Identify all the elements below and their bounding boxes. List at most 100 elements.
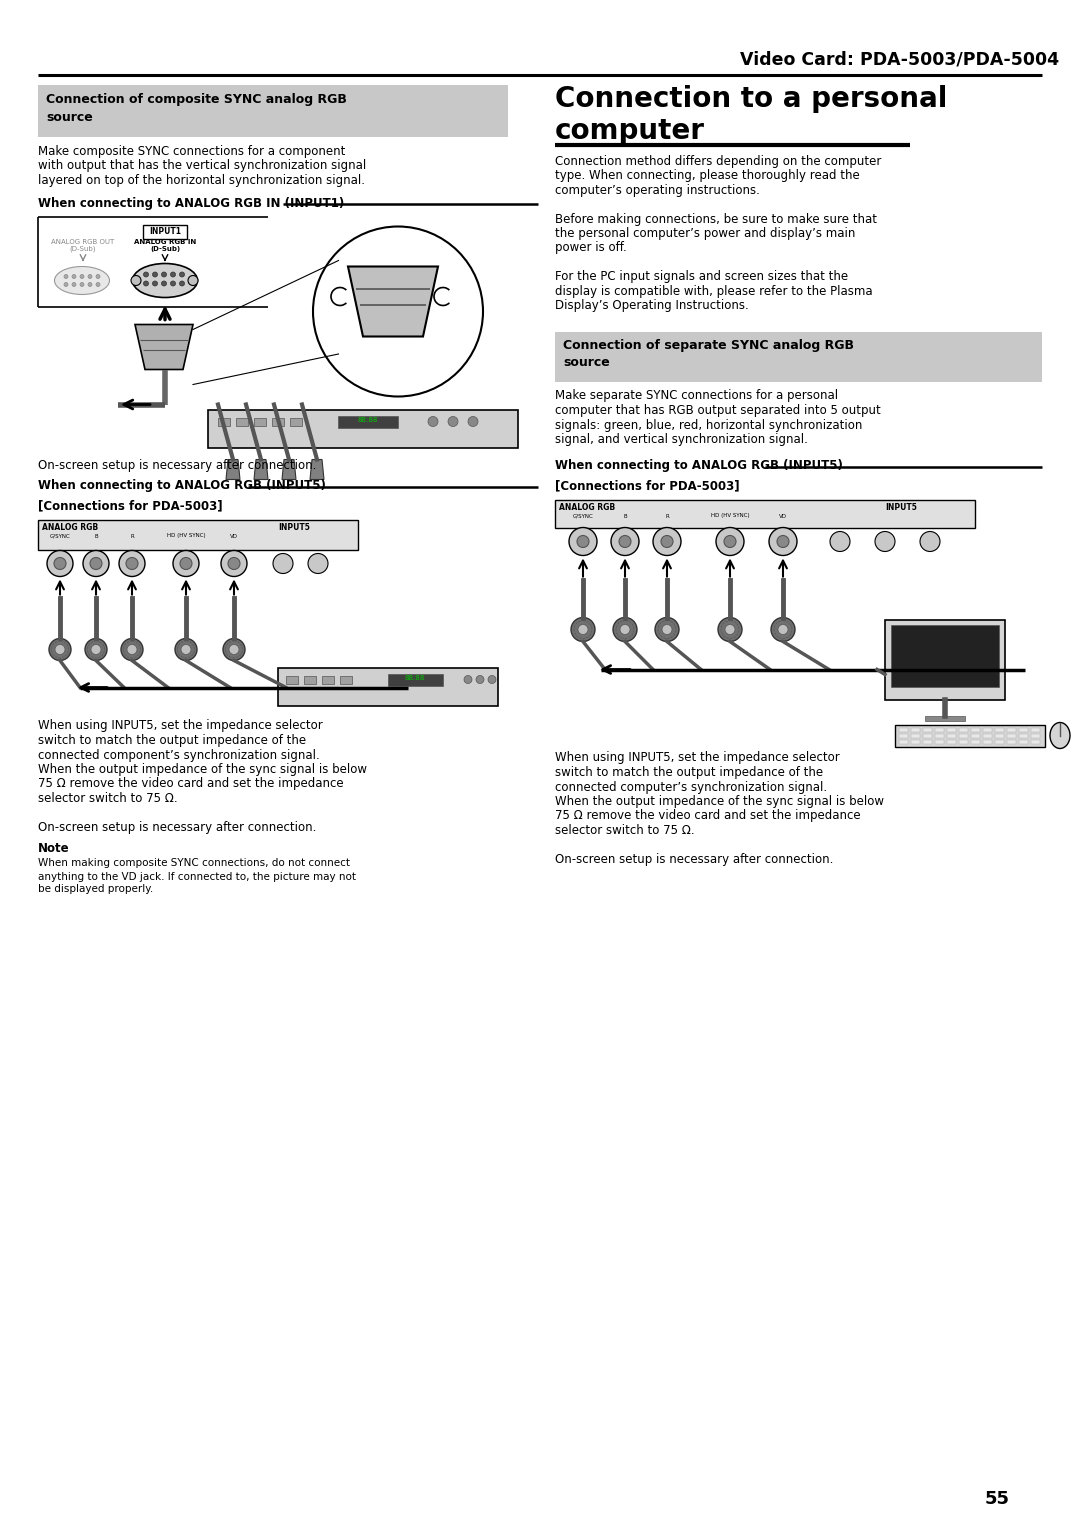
Text: connected component’s synchronization signal.: connected component’s synchronization si… <box>38 749 320 761</box>
Bar <box>278 668 498 706</box>
Circle shape <box>173 550 199 576</box>
Text: display is compatible with, please refer to the Plasma: display is compatible with, please refer… <box>555 284 873 298</box>
Text: When the output impedance of the sync signal is below: When the output impedance of the sync si… <box>555 795 885 808</box>
Bar <box>912 727 920 732</box>
Circle shape <box>476 675 484 683</box>
Circle shape <box>578 625 588 634</box>
Text: with output that has the vertical synchronization signal: with output that has the vertical synchr… <box>38 159 366 173</box>
Bar <box>924 715 966 721</box>
Circle shape <box>49 639 71 660</box>
Circle shape <box>661 535 673 547</box>
Circle shape <box>64 283 68 287</box>
Text: When using INPUT5, set the impedance selector: When using INPUT5, set the impedance sel… <box>555 752 840 764</box>
Bar <box>303 675 316 683</box>
Bar <box>947 740 956 744</box>
Polygon shape <box>254 460 268 480</box>
Bar <box>923 727 932 732</box>
Bar <box>959 740 968 744</box>
Circle shape <box>229 645 239 654</box>
Circle shape <box>228 558 240 570</box>
Circle shape <box>80 283 84 287</box>
Text: ANALOG RGB: ANALOG RGB <box>42 524 98 532</box>
Bar <box>971 727 980 732</box>
Text: computer: computer <box>555 118 705 145</box>
Text: On-screen setup is necessary after connection.: On-screen setup is necessary after conne… <box>38 460 316 472</box>
Text: B: B <box>94 533 98 538</box>
Circle shape <box>718 617 742 642</box>
Text: VD: VD <box>230 533 238 538</box>
Circle shape <box>179 272 185 277</box>
Bar <box>237 417 248 425</box>
Bar <box>286 675 298 683</box>
Text: When using INPUT5, set the impedance selector: When using INPUT5, set the impedance sel… <box>38 720 323 732</box>
Bar <box>272 417 284 425</box>
Bar <box>388 674 443 686</box>
Circle shape <box>571 617 595 642</box>
Bar <box>923 740 932 744</box>
Text: G/SYNC: G/SYNC <box>572 513 593 518</box>
Bar <box>1007 733 1016 738</box>
Circle shape <box>162 281 166 286</box>
Bar <box>912 733 920 738</box>
Bar <box>1020 727 1028 732</box>
Text: Connection method differs depending on the computer: Connection method differs depending on t… <box>555 154 881 168</box>
Text: computer that has RGB output separated into 5 output: computer that has RGB output separated i… <box>555 403 881 417</box>
Circle shape <box>188 275 198 286</box>
Text: INPUT1: INPUT1 <box>149 226 181 235</box>
Circle shape <box>771 617 795 642</box>
Circle shape <box>119 550 145 576</box>
Circle shape <box>428 417 438 426</box>
Circle shape <box>654 617 679 642</box>
Circle shape <box>171 281 175 286</box>
Bar <box>995 727 1004 732</box>
Text: When making composite SYNC connections, do not connect: When making composite SYNC connections, … <box>38 859 350 868</box>
Circle shape <box>468 417 478 426</box>
Text: selector switch to 75 Ω.: selector switch to 75 Ω. <box>38 792 177 805</box>
Circle shape <box>64 275 68 278</box>
Circle shape <box>577 535 589 547</box>
Text: When connecting to ANALOG RGB IN (INPUT1): When connecting to ANALOG RGB IN (INPUT1… <box>38 197 345 209</box>
Circle shape <box>48 550 73 576</box>
Text: R: R <box>130 533 134 538</box>
Circle shape <box>653 527 681 556</box>
Circle shape <box>273 553 293 573</box>
Circle shape <box>611 527 639 556</box>
Circle shape <box>144 281 149 286</box>
Bar <box>935 740 944 744</box>
Text: Note: Note <box>38 842 69 856</box>
Text: INPUT5: INPUT5 <box>885 504 917 512</box>
Circle shape <box>87 283 92 287</box>
Circle shape <box>171 272 175 277</box>
Circle shape <box>72 275 76 278</box>
Circle shape <box>121 639 143 660</box>
Text: anything to the VD jack. If connected to, the picture may not: anything to the VD jack. If connected to… <box>38 871 356 882</box>
Bar <box>885 619 1005 700</box>
Circle shape <box>87 275 92 278</box>
Text: ANALOG RGB OUT
(D-Sub): ANALOG RGB OUT (D-Sub) <box>52 238 114 252</box>
Circle shape <box>448 417 458 426</box>
Circle shape <box>613 617 637 642</box>
Polygon shape <box>226 460 240 480</box>
Circle shape <box>716 527 744 556</box>
Text: the personal computer’s power and display’s main: the personal computer’s power and displa… <box>555 228 855 240</box>
Circle shape <box>620 625 630 634</box>
Text: Connection to a personal: Connection to a personal <box>555 86 947 113</box>
Bar <box>143 225 187 238</box>
Circle shape <box>777 535 789 547</box>
Polygon shape <box>310 460 324 480</box>
Text: [Connections for PDA-5003]: [Connections for PDA-5003] <box>555 480 740 492</box>
Bar <box>959 733 968 738</box>
Bar <box>995 733 1004 738</box>
Bar <box>322 675 334 683</box>
Bar <box>1031 740 1040 744</box>
Bar <box>218 417 230 425</box>
Circle shape <box>127 645 137 654</box>
Circle shape <box>778 625 788 634</box>
Circle shape <box>488 675 496 683</box>
Circle shape <box>221 550 247 576</box>
Circle shape <box>72 283 76 287</box>
Text: ANALOG RGB IN
(D-Sub): ANALOG RGB IN (D-Sub) <box>134 238 197 252</box>
Bar <box>912 740 920 744</box>
Text: ANALOG RGB: ANALOG RGB <box>559 504 616 512</box>
Bar <box>254 417 266 425</box>
